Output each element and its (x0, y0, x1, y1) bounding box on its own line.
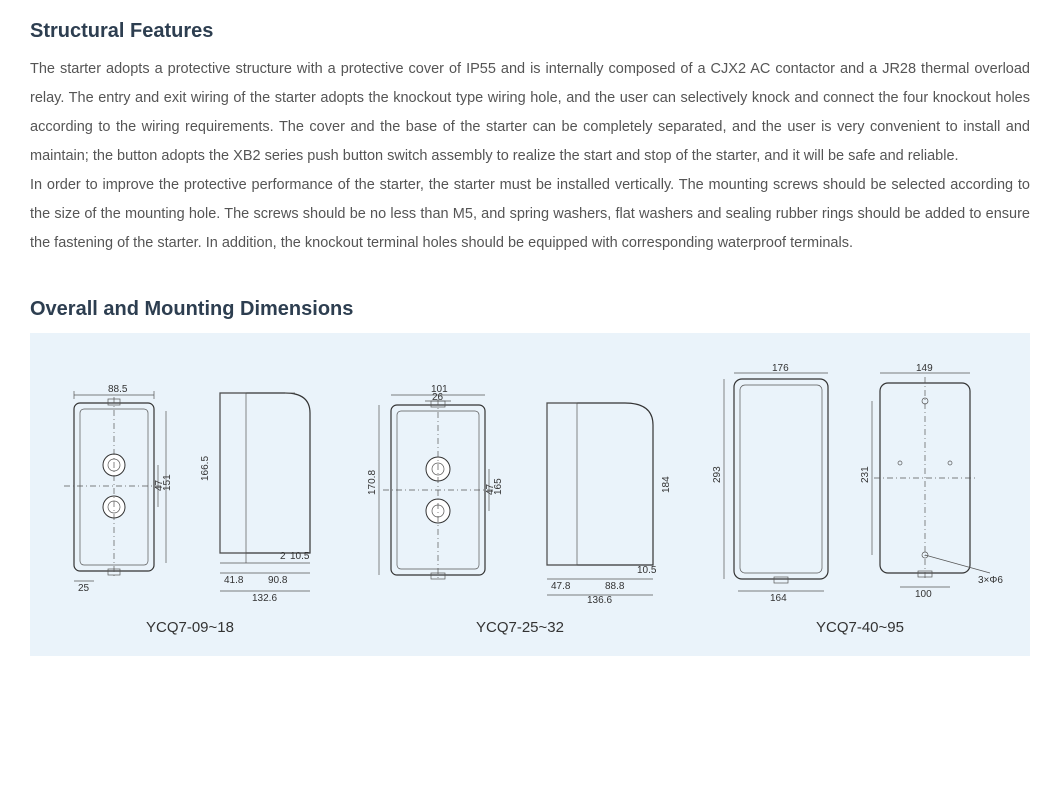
dim-h3b: 166.5 (200, 456, 211, 481)
dim-w: 88.5 (108, 384, 128, 395)
dim-bw3: 164 (770, 593, 787, 603)
section-title-structural: Structural Features (30, 20, 1030, 43)
dim-sl2: 47.8 (551, 581, 571, 592)
dim-sl: 41.8 (224, 575, 244, 586)
dimensions-panel: 88.5 47 151 (30, 333, 1030, 656)
dim-sbw3: 100 (915, 589, 932, 600)
dim-sm2: 88.8 (605, 581, 625, 592)
dim-hTotal2: 170.8 (367, 470, 378, 495)
dim-holes: 3×Φ6 (978, 575, 1003, 586)
dim-st2: 136.6 (587, 595, 612, 603)
dim-h2b: 165 (493, 478, 504, 495)
dim-sw3: 149 (916, 363, 933, 374)
section-title-dimensions: Overall and Mounting Dimensions (30, 298, 1030, 321)
model2-side-view: 10.5 47.8 88.8 136.6 184 (525, 383, 675, 603)
model3-label: YCQ7-40~95 (816, 619, 904, 636)
dim-sh3: 231 (860, 466, 871, 483)
dim-sm: 90.8 (268, 575, 288, 586)
structural-body: The starter adopts a protective structur… (30, 55, 1030, 258)
model2-front-view: 101 26 47 165 (365, 383, 505, 603)
dim-stepR: 2 (280, 551, 286, 562)
model-group-2: 101 26 47 165 (365, 383, 675, 636)
dim-step2: 10.5 (637, 565, 657, 576)
dim-bl: 25 (78, 583, 90, 594)
para2: In order to improve the protective perfo… (30, 177, 1030, 251)
para1: The starter adopts a protective structur… (30, 61, 1030, 164)
dim-w3: 176 (772, 363, 789, 374)
model2-label: YCQ7-25~32 (476, 619, 564, 636)
model1-label: YCQ7-09~18 (146, 619, 234, 636)
dim-stepR2: 10.5 (290, 551, 310, 562)
model1-front-view: 88.5 47 151 (50, 383, 170, 603)
dim-h2: 151 (162, 474, 170, 491)
dim-st: 132.6 (252, 593, 277, 603)
model-group-1: 88.5 47 151 (50, 373, 330, 636)
dim-h3d: 293 (712, 466, 723, 483)
dim-h3c: 184 (661, 476, 672, 493)
model3-side-view: 149 3×Φ6 231 1 (860, 363, 1010, 603)
model1-side-view: 41.8 90.8 132.6 27.5 10.5 2 166.5 (190, 373, 330, 603)
model-group-3: 176 293 164 149 (710, 363, 1010, 636)
model3-front-view: 176 293 164 (710, 363, 840, 603)
